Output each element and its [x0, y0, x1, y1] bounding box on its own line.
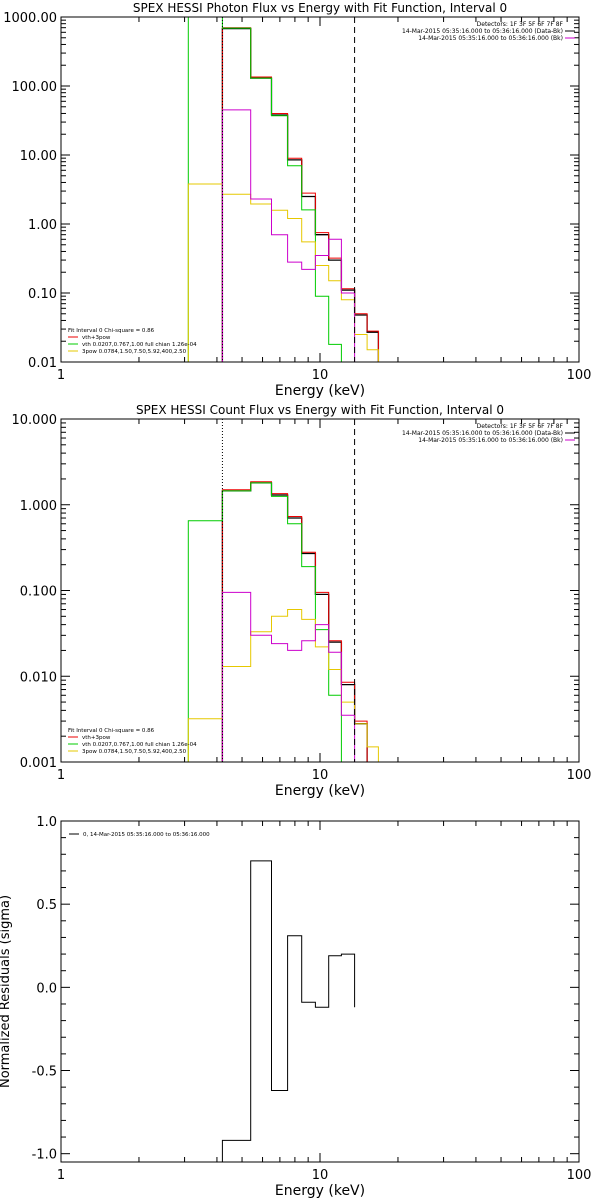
- legend: Fit Interval 0 Chi-square = 0.86vth+3pow…: [68, 728, 197, 755]
- header-right: Detectors: 1F 3F 5F 6F 7F 8F14-Mar-2015 …: [402, 423, 575, 444]
- chart-title: SPEX HESSI Count Flux vs Energy with Fit…: [136, 403, 504, 417]
- x-axis-label: Energy (keV): [275, 783, 365, 799]
- header-line: 14-Mar-2015 05:35:16.000 to 05:36:16.000…: [418, 437, 563, 444]
- y-tick-label: 100.00: [12, 80, 58, 95]
- y-tick-label: 0.01: [28, 356, 57, 371]
- plot-frame: [60, 418, 580, 763]
- legend: Fit Interval 0 Chi-square = 0.86vth+3pow…: [68, 328, 197, 355]
- plot-frame: [60, 820, 580, 1163]
- chart-panel-1: SPEX HESSI Photon Flux vs Energy with Fi…: [3, 1, 591, 399]
- y-tick-label: 0.100: [20, 585, 57, 600]
- y-axis: -1.0 -0.5 0.0 0.5 1.0: [32, 815, 579, 1163]
- plot-frame: [60, 16, 580, 363]
- x-tick-label: 100: [567, 768, 592, 783]
- header-line: Detectors: 1F 3F 5F 6F 7F 8F: [477, 21, 564, 28]
- y-tick-label: 0.0: [36, 981, 57, 996]
- legend-entry: 3pow 0.0784,1.50,7.50,5.92,400,2.50: [82, 749, 187, 755]
- header-line: 14-Mar-2015 05:35:16.000 to 05:36:16.000…: [402, 430, 563, 437]
- header-line: 14-Mar-2015 05:35:16.000 to 05:36:16.000…: [418, 35, 563, 42]
- y-tick-label: 1.000: [20, 499, 57, 514]
- header-right: Detectors: 1F 3F 5F 6F 7F 8F14-Mar-2015 …: [402, 21, 575, 42]
- series-group: [187, 481, 379, 762]
- series-group: [187, 17, 380, 362]
- x-tick-label: 10: [312, 1168, 329, 1183]
- x-tick-label: 10: [312, 368, 329, 383]
- header-line: Detectors: 1F 3F 5F 6F 7F 8F: [477, 423, 564, 430]
- series-vth-plus-3pow: [221, 481, 368, 762]
- y-tick-label: 1.00: [28, 218, 57, 233]
- y-axis: 0.001 0.010 0.100 1.000 10.000: [12, 413, 579, 771]
- y-axis: 0.01 0.10 1.00 10.00 100.00 1000.00: [3, 11, 579, 371]
- x-axis: 1 10 100: [57, 419, 592, 783]
- header-line: 14-Mar-2015 05:35:16.000 to 05:36:16.000…: [402, 28, 563, 35]
- series-3pow: [187, 183, 379, 362]
- series-vth: [187, 482, 342, 762]
- x-tick-label: 10: [312, 768, 329, 783]
- x-axis: 1 10 100: [57, 821, 592, 1183]
- x-tick-label: 100: [567, 1168, 592, 1183]
- chart-panel-2: SPEX HESSI Count Flux vs Energy with Fit…: [12, 403, 592, 799]
- y-tick-label: -0.5: [32, 1065, 57, 1080]
- y-tick-label: 0.010: [20, 670, 57, 685]
- x-axis-label: Energy (keV): [275, 1183, 365, 1199]
- chart-panel-3: 1 10 100 Energy (keV) -1.0 -0.5 0.0 0.5 1.0 Norma…: [0, 815, 591, 1199]
- y-tick-label: -1.0: [32, 1148, 57, 1163]
- series-background: [221, 109, 356, 362]
- series-data: [221, 482, 368, 762]
- x-axis-label: Energy (keV): [275, 383, 365, 399]
- series-group: [221, 860, 356, 1162]
- y-tick-label: 0.10: [28, 287, 57, 302]
- legend-entry: 3pow 0.0784,1.50,7.50,5.92,400,2.50: [82, 349, 187, 355]
- x-tick-label: 1: [57, 1168, 65, 1183]
- x-tick-label: 1: [57, 768, 65, 783]
- legend-entry: 0, 14-Mar-2015 05:35:16.000 to 05:36:16.…: [83, 832, 210, 838]
- y-tick-label: 1000.00: [3, 11, 57, 26]
- y-tick-label: 0.5: [36, 898, 57, 913]
- legend-entry: vth 0.0207,0.767,1.00 full chian 1.26e-0…: [82, 742, 197, 748]
- legend: 0, 14-Mar-2015 05:35:16.000 to 05:36:16.…: [69, 832, 210, 838]
- legend-entry: Fit Interval 0 Chi-square = 0.86: [68, 328, 155, 334]
- y-tick-label: 10.00: [20, 149, 57, 164]
- series-background: [221, 591, 356, 762]
- y-tick-label: 1.0: [36, 815, 57, 830]
- y-tick-label: 10.000: [12, 413, 58, 428]
- y-tick-label: 0.001: [20, 756, 57, 771]
- series-0: [221, 860, 356, 1162]
- legend-entry: Fit Interval 0 Chi-square = 0.86: [68, 728, 155, 734]
- series-3pow: [187, 609, 379, 762]
- x-tick-label: 1: [57, 368, 65, 383]
- x-axis: 1 10 100: [57, 17, 592, 383]
- x-tick-label: 100: [567, 368, 592, 383]
- legend-entry: vth+3pow: [82, 335, 111, 341]
- legend-entry: vth 0.0207,0.767,1.00 full chian 1.26e-0…: [82, 342, 197, 348]
- series-vth: [187, 17, 342, 362]
- legend-entry: vth+3pow: [82, 735, 111, 741]
- chart-title: SPEX HESSI Photon Flux vs Energy with Fi…: [133, 1, 507, 15]
- y-axis-label: Normalized Residuals (sigma): [0, 895, 13, 1088]
